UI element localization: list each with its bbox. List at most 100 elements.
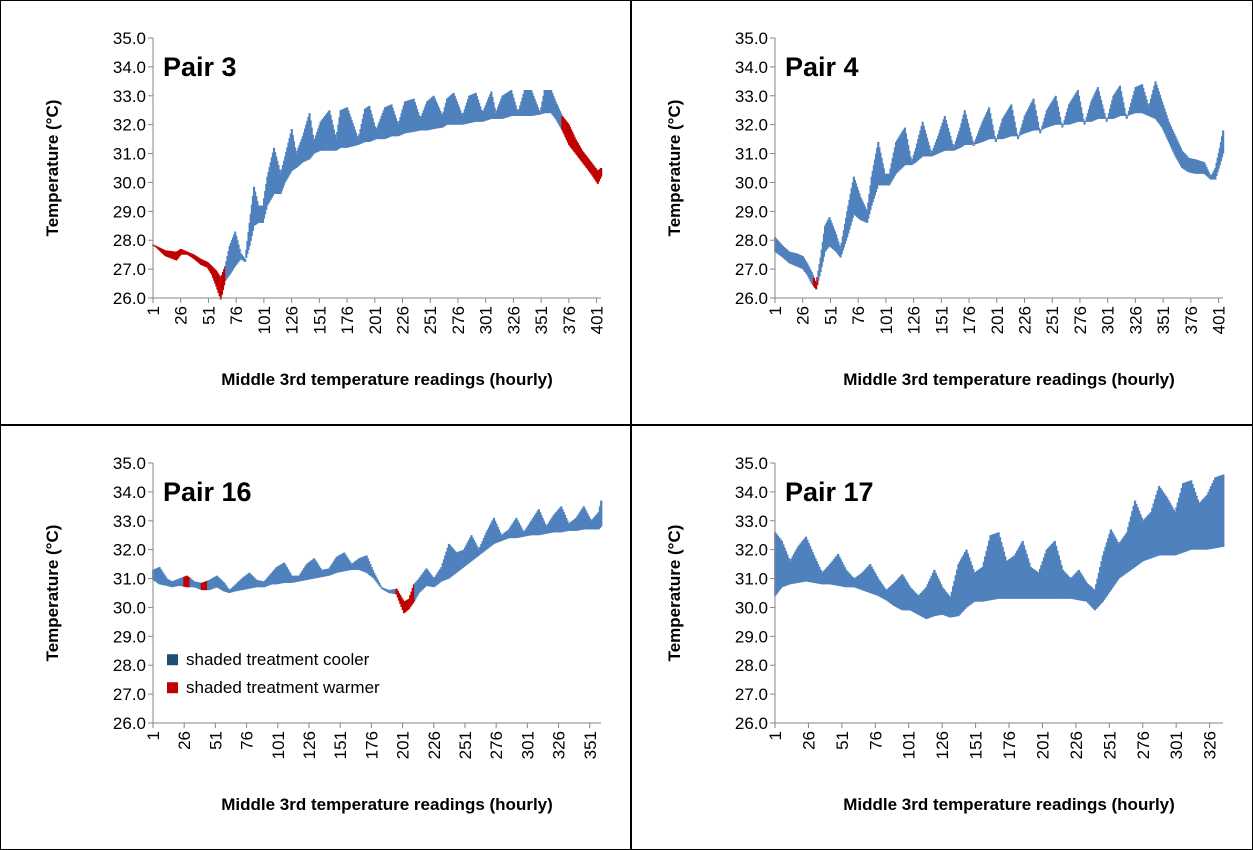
cooler-band-bar (553, 513, 557, 533)
cooler-band-bar (1182, 151, 1185, 169)
cooler-band-bar (453, 95, 456, 125)
cooler-band-bar (549, 90, 552, 114)
cooler-band-bar (921, 591, 924, 617)
cooler-band-bar (355, 132, 358, 146)
cooler-band-bar (268, 167, 271, 202)
cooler-band-bar (1126, 114, 1129, 117)
cooler-band-bar (1087, 584, 1090, 604)
cooler-band-bar (1044, 553, 1047, 599)
cooler-band-bar (1070, 100, 1073, 124)
warmer-band-bar (165, 250, 168, 257)
cooler-band-bar (380, 587, 383, 589)
cooler-band-bar (251, 576, 255, 588)
cooler-band-bar (271, 571, 275, 585)
cooler-band-bar (994, 533, 998, 600)
cooler-band-bar (573, 518, 577, 531)
warmer-band-bar (208, 264, 211, 272)
cooler-band-bar (919, 130, 922, 159)
warmer-band-bar (193, 254, 196, 259)
cooler-band-bar (353, 129, 357, 146)
warmer-band-bar (218, 275, 221, 297)
cooler-band-bar (361, 556, 364, 572)
cooler-band-bar (789, 252, 792, 264)
cooler-band-bar (528, 522, 532, 536)
cooler-band-bar (379, 118, 382, 140)
cooler-band-bar (194, 581, 197, 588)
cooler-band-bar (1080, 574, 1083, 601)
cooler-band-bar (1039, 130, 1042, 134)
cooler-band-bar (923, 588, 927, 619)
cooler-band-bar (314, 560, 317, 579)
cooler-band-bar (980, 124, 983, 143)
cooler-band-bar (352, 126, 355, 147)
cooler-band-bar (1188, 158, 1191, 173)
cooler-band-bar (1128, 106, 1132, 115)
cooler-band-bar (1214, 168, 1217, 180)
chart-svg: 26.027.028.029.030.031.032.033.034.035.0… (43, 29, 607, 389)
cooler-band-bar (843, 567, 846, 587)
cooler-band-bar (263, 581, 266, 588)
cooler-band-bar (1014, 127, 1017, 137)
warmer-band-bar (166, 250, 169, 257)
cooler-band-bar (492, 102, 495, 119)
warmer-band-bar (221, 272, 225, 291)
cooler-band-bar (264, 580, 267, 587)
cooler-band-bar (1161, 491, 1165, 556)
warmer-band-bar (583, 153, 586, 166)
cooler-band-bar (438, 108, 441, 129)
cooler-band-bar (384, 106, 388, 139)
chart-panel-pair-4: 26.0 27.0 28.0 29.0 30.0 31.0 32.0 33.0 34.0 35.0… (642, 18, 1242, 418)
cooler-band-bar (270, 572, 273, 585)
cooler-band-bar (1131, 511, 1134, 569)
cooler-band-bar (374, 130, 378, 140)
cooler-band-bar (1103, 113, 1106, 119)
cooler-band-bar (895, 580, 899, 608)
cooler-band-bar (966, 553, 970, 607)
cooler-band-bar (885, 590, 888, 601)
cooler-band-bar (898, 136, 901, 171)
cooler-band-bar (472, 540, 476, 560)
cooler-band-bar (1108, 533, 1111, 593)
cooler-band-bar (870, 176, 873, 206)
cooler-band-bar (946, 593, 949, 617)
cooler-band-bar (421, 113, 424, 131)
cooler-band-bar (305, 124, 308, 161)
warmer-band-bar (204, 260, 207, 267)
cooler-band-bar (1048, 106, 1051, 127)
warmer-band-bar (401, 599, 404, 611)
cooler-band-bar (354, 561, 357, 570)
cooler-band-bar (385, 589, 388, 592)
cooler-band-bar (869, 564, 872, 593)
cooler-band-bar (933, 144, 936, 155)
cooler-band-bar (779, 539, 782, 589)
cooler-band-bar (379, 584, 382, 587)
cooler-band-bar (839, 248, 842, 258)
cooler-band-bar (998, 130, 1001, 140)
cooler-band-bar (341, 109, 344, 148)
cooler-band-bar (226, 588, 230, 593)
cooler-band-bar (962, 114, 965, 146)
cooler-band-bar (290, 129, 293, 171)
chart-panel-pair-17: 26.0 27.0 28.0 29.0 30.0 31.0 32.0 33.0 34.0 35.0… (642, 443, 1242, 843)
cooler-band-bar (1029, 105, 1032, 132)
warmer-band-bar (209, 265, 212, 274)
cooler-band-bar (970, 136, 973, 145)
warmer-band-bar (572, 134, 575, 151)
cooler-band-bar (991, 124, 994, 140)
cooler-band-bar (1086, 113, 1089, 122)
cooler-band-bar (1001, 118, 1004, 140)
cooler-band-bar (1019, 131, 1022, 136)
cooler-band-bar (324, 569, 327, 577)
cooler-band-bar (189, 578, 192, 588)
cooler-band-bar (800, 255, 803, 269)
cooler-band-bar (1081, 576, 1085, 601)
cooler-band-bar (255, 580, 258, 588)
cooler-band-bar (897, 138, 900, 172)
cooler-band-bar (1049, 104, 1052, 127)
cooler-band-bar (790, 252, 793, 265)
cooler-band-bar (934, 142, 937, 155)
cooler-band-bar (1163, 108, 1166, 133)
cooler-band-bar (1089, 586, 1093, 606)
cooler-band-bar (1144, 517, 1147, 561)
warmer-band-bar (200, 259, 203, 266)
